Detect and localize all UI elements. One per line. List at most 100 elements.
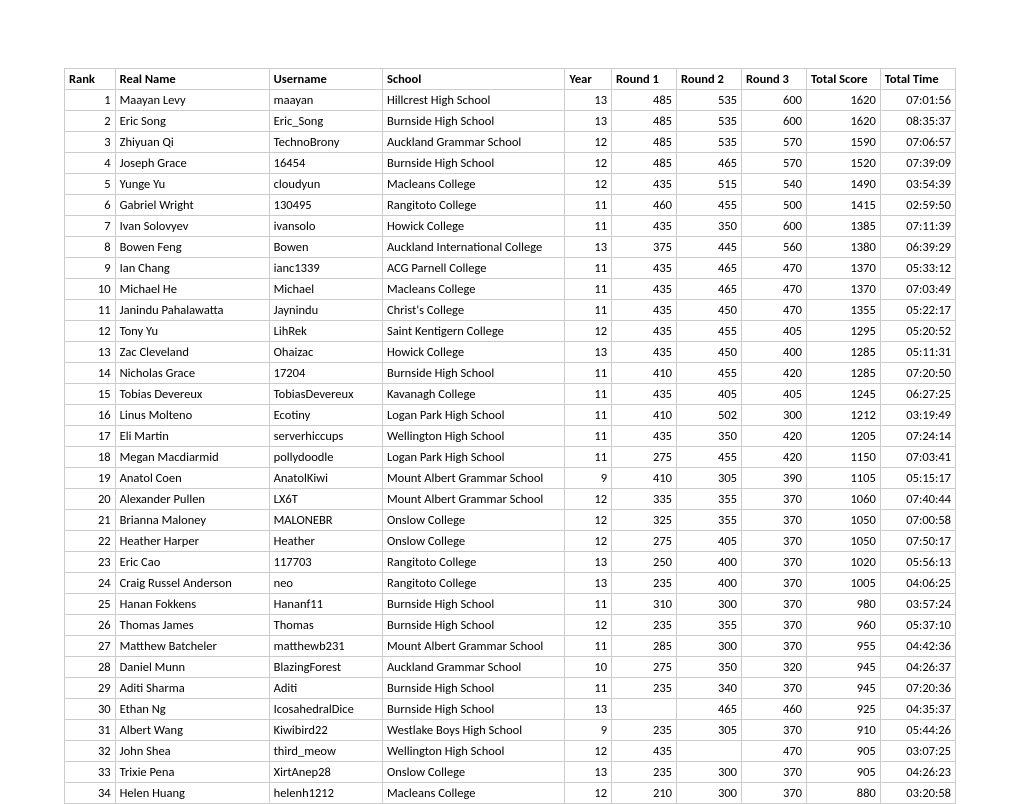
table-row: 20Alexander PullenLX6TMount Albert Gramm… xyxy=(65,489,956,510)
cell-round3: 600 xyxy=(742,111,807,132)
cell-rank: 29 xyxy=(65,678,116,699)
cell-total-time: 07:20:50 xyxy=(880,363,955,384)
table-row: 23Eric Cao117703Rangitoto College1325040… xyxy=(65,552,956,573)
cell-total-time: 03:57:24 xyxy=(880,594,955,615)
cell-round3: 470 xyxy=(742,258,807,279)
cell-round1: 375 xyxy=(612,237,677,258)
cell-round3: 370 xyxy=(742,531,807,552)
cell-round1: 235 xyxy=(612,678,677,699)
cell-total-score: 1050 xyxy=(807,510,881,531)
cell-round2: 400 xyxy=(677,573,742,594)
table-body: 1Maayan LevymaayanHillcrest High School1… xyxy=(65,90,956,804)
cell-school: Onslow College xyxy=(382,762,564,783)
cell-total-score: 925 xyxy=(807,699,881,720)
cell-round2: 455 xyxy=(677,321,742,342)
cell-total-time: 07:00:58 xyxy=(880,510,955,531)
cell-rank: 7 xyxy=(65,216,116,237)
cell-year: 9 xyxy=(565,468,612,489)
cell-total-score: 1050 xyxy=(807,531,881,552)
cell-real-name: Bowen Feng xyxy=(115,237,269,258)
table-row: 13Zac ClevelandOhaizacHowick College1343… xyxy=(65,342,956,363)
cell-round1: 485 xyxy=(612,111,677,132)
cell-round3: 470 xyxy=(742,741,807,762)
cell-year: 13 xyxy=(565,237,612,258)
cell-rank: 9 xyxy=(65,258,116,279)
table-row: 10Michael HeMichaelMacleans College11435… xyxy=(65,279,956,300)
cell-round2: 535 xyxy=(677,90,742,111)
cell-round2: 515 xyxy=(677,174,742,195)
cell-school: Auckland Grammar School xyxy=(382,132,564,153)
cell-rank: 23 xyxy=(65,552,116,573)
cell-username: LX6T xyxy=(269,489,382,510)
cell-school: Howick College xyxy=(382,216,564,237)
cell-rank: 15 xyxy=(65,384,116,405)
cell-total-score: 1370 xyxy=(807,279,881,300)
cell-total-score: 1355 xyxy=(807,300,881,321)
table-row: 12Tony YuLihRekSaint Kentigern College12… xyxy=(65,321,956,342)
cell-username: Hananf11 xyxy=(269,594,382,615)
cell-school: Hillcrest High School xyxy=(382,90,564,111)
cell-real-name: Joseph Grace xyxy=(115,153,269,174)
cell-total-score: 1105 xyxy=(807,468,881,489)
cell-round3: 470 xyxy=(742,300,807,321)
cell-rank: 13 xyxy=(65,342,116,363)
column-header-real-name: Real Name xyxy=(115,69,269,90)
results-table: RankReal NameUsernameSchoolYearRound 1Ro… xyxy=(64,68,956,804)
cell-total-score: 905 xyxy=(807,762,881,783)
cell-rank: 21 xyxy=(65,510,116,531)
cell-round2: 450 xyxy=(677,342,742,363)
cell-school: Wellington High School xyxy=(382,741,564,762)
cell-round1: 435 xyxy=(612,279,677,300)
cell-year: 13 xyxy=(565,762,612,783)
cell-round2: 340 xyxy=(677,678,742,699)
cell-round1: 435 xyxy=(612,342,677,363)
cell-username: Ohaizac xyxy=(269,342,382,363)
cell-school: Burnside High School xyxy=(382,594,564,615)
cell-rank: 27 xyxy=(65,636,116,657)
cell-rank: 12 xyxy=(65,321,116,342)
cell-round3: 390 xyxy=(742,468,807,489)
cell-real-name: Eric Cao xyxy=(115,552,269,573)
table-row: 1Maayan LevymaayanHillcrest High School1… xyxy=(65,90,956,111)
cell-total-time: 07:11:39 xyxy=(880,216,955,237)
cell-round1: 435 xyxy=(612,216,677,237)
cell-rank: 1 xyxy=(65,90,116,111)
cell-round1: 235 xyxy=(612,573,677,594)
cell-school: Auckland International College xyxy=(382,237,564,258)
cell-round2: 405 xyxy=(677,384,742,405)
cell-rank: 34 xyxy=(65,783,116,804)
cell-round3: 600 xyxy=(742,90,807,111)
cell-round3: 370 xyxy=(742,615,807,636)
cell-round2: 450 xyxy=(677,300,742,321)
cell-rank: 11 xyxy=(65,300,116,321)
table-row: 17Eli MartinserverhiccupsWellington High… xyxy=(65,426,956,447)
cell-total-score: 1150 xyxy=(807,447,881,468)
cell-school: Logan Park High School xyxy=(382,447,564,468)
cell-username: XirtAnep28 xyxy=(269,762,382,783)
cell-round3: 405 xyxy=(742,321,807,342)
cell-rank: 22 xyxy=(65,531,116,552)
cell-school: ACG Parnell College xyxy=(382,258,564,279)
cell-rank: 20 xyxy=(65,489,116,510)
cell-real-name: Eli Martin xyxy=(115,426,269,447)
cell-total-time: 02:59:50 xyxy=(880,195,955,216)
cell-round1: 435 xyxy=(612,300,677,321)
cell-username: serverhiccups xyxy=(269,426,382,447)
cell-round1: 485 xyxy=(612,90,677,111)
cell-school: Saint Kentigern College xyxy=(382,321,564,342)
cell-round1: 235 xyxy=(612,615,677,636)
cell-username: 17204 xyxy=(269,363,382,384)
cell-school: Auckland Grammar School xyxy=(382,657,564,678)
cell-username: IcosahedralDice xyxy=(269,699,382,720)
table-row: 2Eric SongEric_SongBurnside High School1… xyxy=(65,111,956,132)
cell-round1: 435 xyxy=(612,384,677,405)
column-header-school: School xyxy=(382,69,564,90)
cell-year: 13 xyxy=(565,90,612,111)
cell-total-time: 05:56:13 xyxy=(880,552,955,573)
cell-total-score: 1415 xyxy=(807,195,881,216)
cell-round1: 275 xyxy=(612,531,677,552)
cell-round1: 435 xyxy=(612,258,677,279)
cell-round1: 410 xyxy=(612,468,677,489)
cell-year: 12 xyxy=(565,153,612,174)
cell-school: Burnside High School xyxy=(382,615,564,636)
